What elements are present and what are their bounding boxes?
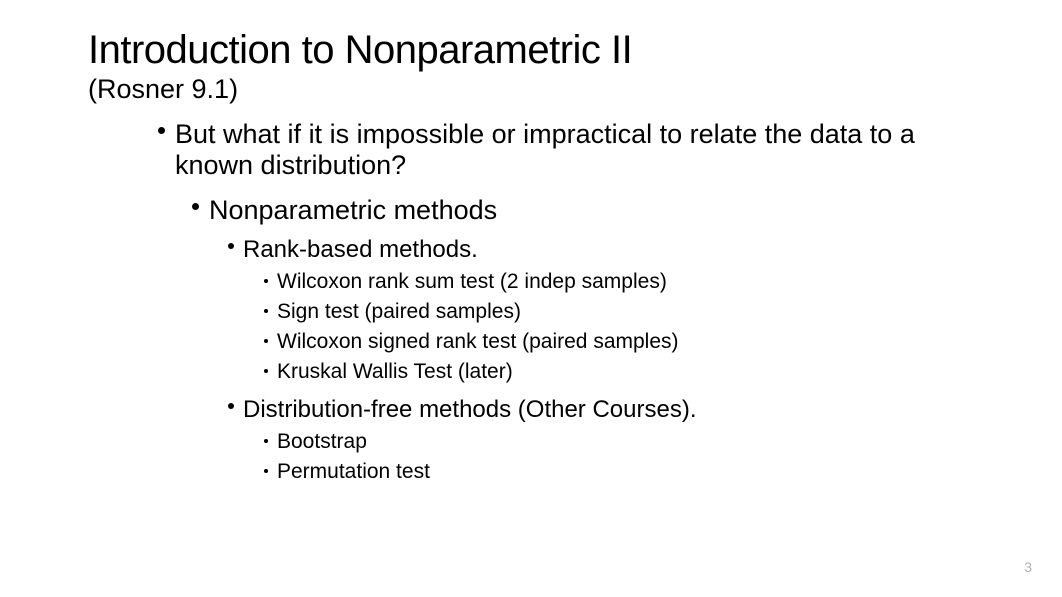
bullet-text: Nonparametric methods — [209, 195, 497, 226]
bullet-text: Kruskal Wallis Test (later) — [277, 360, 513, 384]
bullet-dist-item: Bootstrap — [264, 430, 982, 454]
bullet-dist-item: Permutation test — [264, 460, 982, 484]
bullet-dist: Distribution-free methods (Other Courses… — [228, 396, 982, 424]
bullet-nonparam: Nonparametric methods — [192, 195, 982, 226]
bullet-rank-item: Sign test (paired samples) — [264, 300, 982, 324]
bullet-dot — [228, 403, 234, 409]
slide-title: Introduction to Nonparametric II — [88, 28, 982, 72]
bullet-text: But what if it is impossible or impracti… — [175, 119, 945, 181]
bullet-dot — [264, 309, 268, 313]
bullet-text: Bootstrap — [277, 430, 367, 454]
bullet-rank: Rank-based methods. — [228, 236, 982, 264]
bullet-dot — [264, 339, 268, 343]
intro-clip: But what if it is impossible or impracti… — [158, 119, 982, 181]
bullet-dot — [192, 203, 199, 210]
bullet-text: Distribution-free methods (Other Courses… — [243, 396, 697, 424]
bullet-dot — [158, 127, 165, 134]
bullet-text: Rank-based methods. — [243, 236, 478, 264]
bullet-dot — [264, 469, 268, 473]
page-number: 3 — [1024, 559, 1032, 575]
slide-subtitle: (Rosner 9.1) — [88, 74, 982, 105]
bullet-text: Permutation test — [277, 460, 430, 484]
slide-body: But what if it is impossible or impracti… — [88, 119, 982, 484]
bullet-rank-item: Wilcoxon rank sum test (2 indep samples) — [264, 270, 982, 294]
bullet-text: Wilcoxon rank sum test (2 indep samples) — [277, 270, 667, 294]
bullet-dot — [264, 279, 268, 283]
bullet-text: Sign test (paired samples) — [277, 300, 521, 324]
bullet-dot — [264, 369, 268, 373]
slide: Introduction to Nonparametric II (Rosner… — [0, 0, 1062, 597]
bullet-dot — [228, 243, 234, 249]
bullet-dot — [264, 439, 268, 443]
bullet-text: Wilcoxon signed rank test (paired sample… — [277, 330, 679, 354]
bullet-rank-item: Wilcoxon signed rank test (paired sample… — [264, 330, 982, 354]
bullet-rank-item: Kruskal Wallis Test (later) — [264, 360, 982, 384]
bullet-intro: But what if it is impossible or impracti… — [158, 119, 982, 181]
